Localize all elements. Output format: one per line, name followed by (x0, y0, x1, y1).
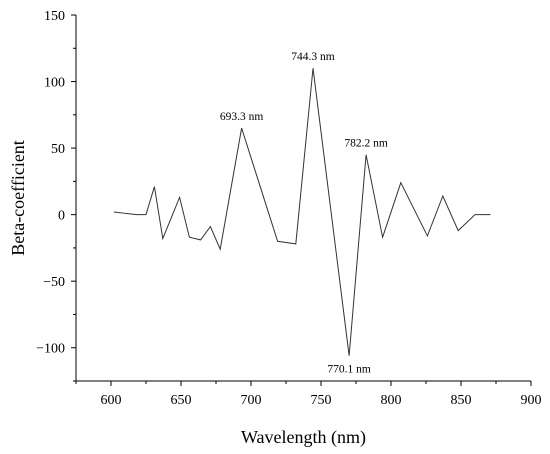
x-tick-label: 600 (101, 393, 122, 408)
y-tick-label: −50 (43, 275, 65, 290)
x-axis-title: Wavelength (nm) (241, 427, 366, 448)
annotations: 693.3 nm 744.3 nm 782.2 nm 770.1 nm (220, 51, 388, 375)
x-tick-label: 700 (241, 393, 262, 408)
peak-annotation: 770.1 nm (327, 364, 371, 376)
y-tick-label: 50 (51, 142, 65, 157)
peak-annotation: 693.3 nm (220, 111, 264, 123)
x-ticks: 600 650 700 750 800 850 900 (75, 381, 542, 408)
y-tick-label: 150 (44, 9, 65, 24)
peak-annotation: 744.3 nm (291, 51, 335, 63)
y-axis-title: Beta-coefficient (8, 140, 28, 256)
x-tick-label: 800 (381, 393, 402, 408)
x-tick-label: 850 (451, 393, 472, 408)
axes (75, 15, 531, 382)
y-ticks: −100 −50 0 50 100 150 (36, 9, 76, 382)
peak-annotation: 782.2 nm (344, 138, 388, 150)
series-line (113, 68, 491, 356)
data-points (112, 67, 492, 357)
y-tick-label: 0 (58, 209, 65, 224)
x-tick-label: 900 (521, 393, 542, 408)
x-tick-label: 650 (171, 393, 192, 408)
y-tick-label: 100 (44, 76, 65, 91)
x-tick-label: 750 (311, 393, 332, 408)
y-tick-label: −100 (36, 342, 65, 357)
